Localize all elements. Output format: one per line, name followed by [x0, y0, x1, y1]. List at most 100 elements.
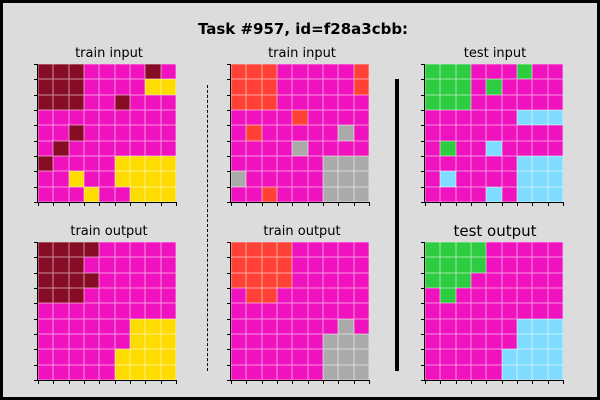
grid-cell — [276, 109, 293, 126]
grid-cell — [547, 242, 563, 258]
grid-cell — [231, 125, 247, 141]
panel-label-test-input: test input — [463, 46, 527, 61]
grid-cell — [501, 333, 517, 350]
grid-cell — [425, 272, 441, 288]
x-tick — [353, 202, 355, 206]
grid-cell — [353, 79, 369, 95]
grid-cell — [160, 364, 176, 380]
x-tick — [291, 380, 293, 384]
grid-cell — [261, 287, 277, 304]
grid-cell — [532, 109, 548, 126]
grid-cell — [114, 79, 130, 95]
figure-title: Task #957, id=f28a3cbb: — [197, 20, 409, 38]
grid-cell — [547, 349, 563, 365]
grid-cell — [53, 140, 69, 156]
grid-cell — [307, 303, 323, 319]
grid-cell — [338, 140, 354, 156]
grid-cell — [53, 242, 69, 258]
grid-cell — [307, 171, 323, 187]
grid-cell — [440, 171, 456, 187]
x-tick — [98, 380, 100, 384]
grid-cell — [99, 140, 115, 156]
grid-cell — [455, 287, 471, 304]
grid-cell — [38, 333, 54, 350]
grid-cell — [276, 125, 293, 141]
grid-cell — [307, 349, 323, 365]
panel-train-output-2 — [227, 241, 370, 384]
x-tick — [485, 380, 487, 384]
grid-cell — [425, 94, 441, 110]
y-tick — [34, 364, 38, 366]
grid-cell — [455, 242, 471, 258]
grid-cell — [276, 287, 293, 304]
grid-cell — [470, 303, 487, 319]
y-axis-line — [230, 64, 231, 202]
grid-cell — [455, 155, 471, 172]
grid-cell — [83, 303, 100, 319]
x-axis-line — [38, 202, 176, 203]
grid-cell — [532, 155, 548, 172]
grid-cell — [425, 257, 441, 273]
grid-cell — [486, 64, 502, 80]
grid-cell — [470, 186, 487, 202]
grid-cell — [160, 287, 176, 304]
grid-cell — [292, 109, 308, 126]
grid-cell — [99, 364, 115, 380]
grid-cell — [129, 186, 146, 202]
grid-cell — [129, 318, 146, 334]
grid-cell — [516, 257, 533, 273]
grid-cell — [486, 349, 502, 365]
grid-cell — [68, 272, 84, 288]
grid-cell — [246, 94, 262, 110]
grid-cell — [532, 257, 548, 273]
grid-cell — [231, 333, 247, 350]
grid-cell — [338, 155, 354, 172]
x-tick — [261, 202, 263, 206]
x-tick — [52, 380, 54, 384]
grid-cell — [261, 94, 277, 110]
x-tick — [424, 202, 426, 206]
grid-cell — [83, 364, 100, 380]
grid-cell — [53, 287, 69, 304]
grid-cell — [455, 349, 471, 365]
grid-cell — [322, 140, 339, 156]
grid-cell — [516, 155, 533, 172]
grid-cell — [231, 64, 247, 80]
grid-cell — [455, 257, 471, 273]
grid-cell — [231, 155, 247, 172]
y-tick — [227, 124, 231, 126]
grid-cell — [440, 79, 456, 95]
grid-cell — [532, 94, 548, 110]
y-axis-line — [424, 64, 425, 202]
grid-cell — [261, 303, 277, 319]
y-tick — [227, 302, 231, 304]
grid-cell — [231, 171, 247, 187]
grid-cell — [486, 257, 502, 273]
grid-cell — [114, 186, 130, 202]
grid-cell — [68, 94, 84, 110]
grid-cell — [261, 79, 277, 95]
grid-cell — [486, 79, 502, 95]
grid-cell — [246, 333, 262, 350]
grid-cell — [276, 64, 293, 80]
grid-cell — [322, 349, 339, 365]
y-tick — [34, 155, 38, 157]
grid-cell — [246, 109, 262, 126]
grid-cell — [322, 257, 339, 273]
grid-cell — [516, 287, 533, 304]
grid-cell — [160, 272, 176, 288]
grid-cell — [231, 186, 247, 202]
grid-cell — [440, 272, 456, 288]
y-tick — [227, 272, 231, 274]
grid-cell — [455, 186, 471, 202]
grid-cell — [322, 171, 339, 187]
x-tick — [68, 380, 70, 384]
grid-cell — [322, 333, 339, 350]
grid-cell — [53, 79, 69, 95]
grid-cell — [532, 364, 548, 380]
grid-cell — [99, 64, 115, 80]
grid-cell — [276, 257, 293, 273]
grid-cell — [425, 186, 441, 202]
grid-cell — [83, 155, 100, 172]
grid-cell — [501, 64, 517, 80]
